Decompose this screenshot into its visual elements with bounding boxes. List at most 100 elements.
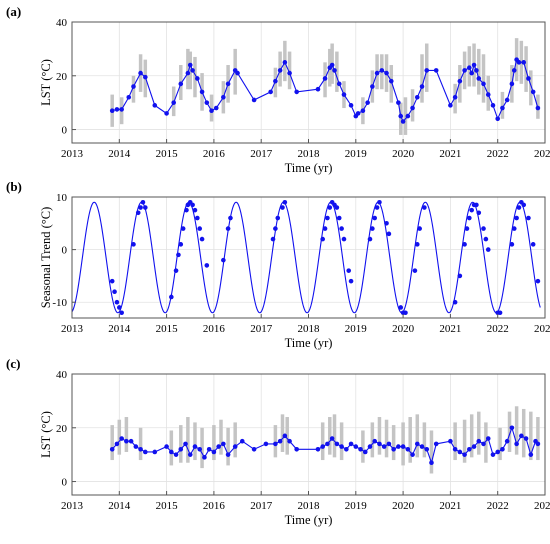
x-tick-label: 2013	[61, 148, 84, 160]
panel-c: 2013 2014 2015 2016 2017 2018 2019 2020 2021 2022…	[6, 356, 550, 527]
data-point	[476, 210, 482, 216]
data-point	[131, 84, 136, 89]
data-point	[452, 94, 458, 100]
data-point	[282, 199, 288, 205]
x-tick-label: 2014	[108, 323, 131, 335]
data-point	[424, 68, 430, 73]
data-point	[173, 268, 179, 273]
data-point	[462, 68, 467, 73]
x-tick-label: 2019	[345, 148, 368, 160]
data-point	[315, 446, 321, 452]
data-point	[178, 242, 184, 247]
data-point	[370, 226, 375, 231]
data-point	[138, 446, 143, 452]
data-point	[419, 84, 425, 89]
data-point	[514, 441, 519, 447]
x-tick-label: 2017	[250, 500, 273, 512]
data-point	[485, 436, 491, 441]
data-point	[516, 60, 522, 65]
data-point	[485, 92, 491, 97]
data-point	[372, 215, 378, 221]
panel-b: 2013 2014 2015 2016 2017 2018 2019 2020 2021 2022…	[6, 179, 550, 350]
data-point	[481, 81, 486, 87]
data-point	[315, 86, 321, 92]
data-point	[128, 438, 134, 444]
data-point	[268, 89, 273, 95]
panel-label: (b)	[6, 179, 22, 194]
data-point	[232, 444, 238, 449]
data-point	[388, 78, 394, 84]
x-tick-label: 2020	[392, 323, 415, 335]
data-point	[500, 446, 505, 452]
data-point	[143, 74, 148, 80]
data-point	[457, 273, 463, 279]
x-tick-label: 2023	[534, 500, 550, 512]
data-point	[462, 452, 467, 457]
data-point	[535, 278, 541, 284]
data-point	[471, 62, 477, 68]
data-point	[199, 89, 205, 95]
data-point	[185, 70, 191, 76]
data-point	[282, 60, 288, 65]
data-point	[370, 84, 375, 89]
data-point	[169, 449, 174, 455]
data-point	[277, 438, 283, 444]
data-point	[164, 111, 169, 116]
y-tick-label: 0	[62, 477, 68, 489]
data-point	[386, 441, 392, 447]
data-point	[114, 107, 120, 112]
data-point	[355, 111, 361, 116]
data-point	[391, 446, 396, 452]
data-point	[519, 433, 524, 439]
data-point	[282, 433, 288, 439]
data-point	[452, 299, 458, 305]
y-tick-label: 40	[56, 369, 68, 381]
data-point	[294, 446, 299, 452]
data-point	[329, 62, 335, 68]
data-point	[320, 444, 325, 449]
x-axis-label: Time (yr)	[285, 513, 333, 527]
data-point	[467, 65, 472, 71]
data-point	[225, 81, 231, 87]
data-point	[190, 68, 195, 73]
x-tick-label: 2013	[61, 323, 84, 335]
data-point	[396, 100, 401, 105]
data-point	[381, 444, 387, 449]
data-point	[362, 449, 368, 455]
data-point	[195, 215, 200, 221]
data-point	[341, 92, 347, 97]
x-tick-label: 2015	[156, 323, 179, 335]
data-point	[138, 70, 143, 76]
y-tick-label: 0	[62, 245, 68, 257]
data-point	[414, 242, 420, 247]
data-point	[171, 100, 176, 105]
data-point	[131, 242, 136, 247]
data-point	[410, 452, 415, 457]
data-point	[509, 425, 515, 431]
data-point	[384, 70, 389, 76]
x-tick-label: 2021	[439, 500, 461, 512]
data-point	[452, 446, 458, 452]
y-tick-label: -10	[52, 297, 67, 309]
data-point	[474, 202, 479, 208]
data-point	[287, 438, 292, 444]
data-point	[124, 438, 129, 444]
data-point	[469, 207, 474, 213]
x-tick-label: 2022	[487, 148, 509, 160]
data-point	[396, 444, 401, 449]
data-point	[143, 449, 148, 455]
data-point	[535, 105, 541, 111]
data-point	[195, 76, 200, 81]
data-point	[476, 76, 482, 81]
x-tick-label: 2014	[108, 500, 131, 512]
data-point	[169, 294, 174, 300]
data-point	[462, 242, 467, 247]
data-point	[322, 76, 328, 81]
data-point	[490, 452, 496, 457]
data-point	[187, 452, 193, 457]
data-point	[176, 252, 181, 258]
data-point	[379, 68, 385, 73]
panel-label: (a)	[6, 4, 21, 19]
x-tick-label: 2016	[203, 323, 226, 335]
data-point	[521, 202, 527, 208]
